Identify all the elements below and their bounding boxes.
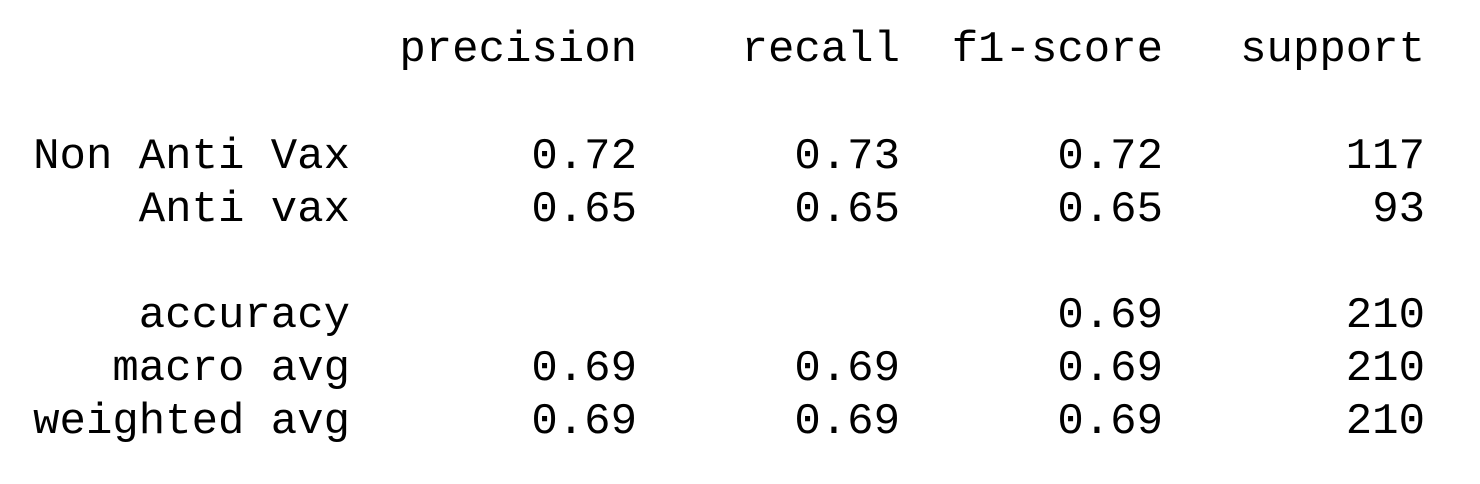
summary-row-weighted-avg: weighted avg 0.69 0.69 0.69 210 <box>0 396 1480 448</box>
f1-score-value: 0.69 <box>1057 397 1163 447</box>
support-value: 93 <box>1372 185 1425 235</box>
header-f1-score: f1-score <box>951 25 1163 75</box>
header-row: precision recall f1-score support <box>0 24 1480 76</box>
header-precision: precision <box>399 25 637 75</box>
f1-score-value: 0.65 <box>1057 185 1163 235</box>
recall-value: 0.65 <box>794 185 900 235</box>
class-row-anti-vax: Anti vax 0.65 0.65 0.65 93 <box>0 184 1480 236</box>
f1-score-value: 0.69 <box>1057 344 1163 394</box>
support-value: 117 <box>1345 132 1425 182</box>
f1-score-value: 0.72 <box>1057 132 1163 182</box>
header-support: support <box>1240 25 1425 75</box>
precision-value: 0.69 <box>531 344 637 394</box>
recall-value: 0.69 <box>794 344 900 394</box>
row-label: Non Anti Vax <box>33 132 350 182</box>
class-row-non-anti-vax: Non Anti Vax 0.72 0.73 0.72 117 <box>0 131 1480 183</box>
recall-value: 0.73 <box>794 132 900 182</box>
f1-score-value: 0.69 <box>1057 291 1163 341</box>
row-label: accuracy <box>138 291 350 341</box>
recall-value: 0.69 <box>794 397 900 447</box>
summary-row-accuracy: accuracy 0.69 210 <box>0 290 1480 342</box>
support-value: 210 <box>1345 291 1425 341</box>
row-label: macro avg <box>112 344 350 394</box>
support-value: 210 <box>1345 397 1425 447</box>
header-recall: recall <box>741 25 900 75</box>
row-label: weighted avg <box>33 397 350 447</box>
precision-value: 0.69 <box>531 397 637 447</box>
summary-row-macro-avg: macro avg 0.69 0.69 0.69 210 <box>0 343 1480 395</box>
row-label: Anti vax <box>138 185 350 235</box>
precision-value: 0.72 <box>531 132 637 182</box>
precision-value: 0.65 <box>531 185 637 235</box>
support-value: 210 <box>1345 344 1425 394</box>
